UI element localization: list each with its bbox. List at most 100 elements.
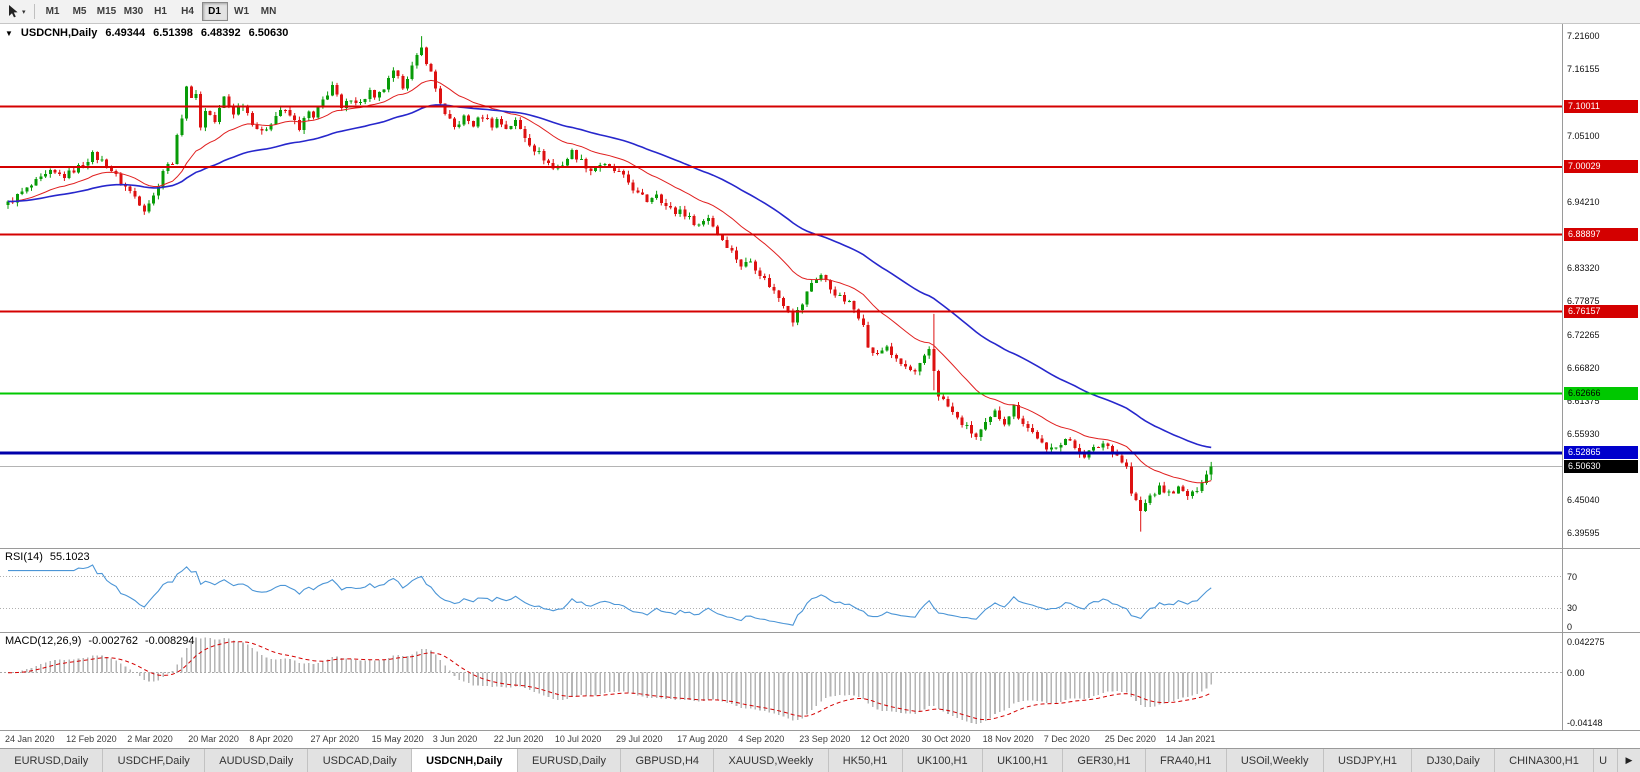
ohlc-low-value: 6.48392 bbox=[201, 27, 241, 39]
tab-u[interactable]: U bbox=[1594, 749, 1618, 772]
tab-usoil-weekly[interactable]: USOil,Weekly bbox=[1227, 749, 1324, 772]
macd-tick-label: 0.00 bbox=[1567, 668, 1585, 678]
tab-ger30-h1[interactable]: GER30,H1 bbox=[1063, 749, 1146, 772]
time-axis-label: 3 Jun 2020 bbox=[433, 734, 478, 744]
tab-uk100-h1[interactable]: UK100,H1 bbox=[903, 749, 983, 772]
price-tick-label: 6.83320 bbox=[1567, 263, 1600, 273]
price-tick-label: 7.21600 bbox=[1567, 31, 1600, 41]
tab-gbpusd-h4[interactable]: GBPUSD,H4 bbox=[621, 749, 714, 772]
chart-tabs: EURUSD,DailyUSDCHF,DailyAUDUSD,DailyUSDC… bbox=[0, 749, 1618, 772]
timeframe-h1[interactable]: H1 bbox=[148, 2, 174, 21]
price-tick-label: 6.45040 bbox=[1567, 495, 1600, 505]
time-axis-label: 24 Jan 2020 bbox=[5, 734, 55, 744]
tab-dj30-daily[interactable]: DJ30,Daily bbox=[1412, 749, 1495, 772]
price-tick-label: 7.05100 bbox=[1567, 131, 1600, 141]
top-toolbar: ▾ M1M5M15M30H1H4D1W1MN bbox=[0, 0, 1640, 24]
price-tick-label: 6.72265 bbox=[1567, 330, 1600, 340]
macd-chart-canvas[interactable] bbox=[0, 633, 1562, 730]
time-axis-label: 30 Oct 2020 bbox=[922, 734, 971, 744]
time-axis-label: 2 Mar 2020 bbox=[127, 734, 173, 744]
macd-tick-label: 0.042275 bbox=[1567, 637, 1605, 647]
price-tick-label: 6.55930 bbox=[1567, 429, 1600, 439]
time-axis-label: 7 Dec 2020 bbox=[1044, 734, 1090, 744]
chart-tab-bar: EURUSD,DailyUSDCHF,DailyAUDUSD,DailyUSDC… bbox=[0, 748, 1640, 772]
price-tick-label: 6.94210 bbox=[1567, 197, 1600, 207]
collapse-caret-icon[interactable]: ▼ bbox=[5, 29, 13, 38]
macd-indicator-pane: 0.042275 0.00 -0.04148 MACD(12,26,9) -0.00… bbox=[0, 633, 1640, 731]
tab-usdcnh-daily[interactable]: USDCNH,Daily bbox=[412, 749, 518, 772]
price-line-badge[interactable]: 6.50630 bbox=[1564, 460, 1638, 473]
timeframe-m15[interactable]: M15 bbox=[94, 2, 120, 21]
macd-name-label: MACD(12,26,9) bbox=[5, 635, 81, 647]
rsi-name-label: RSI(14) bbox=[5, 551, 43, 563]
rsi-current-value: 55.1023 bbox=[50, 551, 90, 563]
timeframe-h4[interactable]: H4 bbox=[175, 2, 201, 21]
trading-platform-window: ▾ M1M5M15M30H1H4D1W1MN 7.216007.161557.0… bbox=[0, 0, 1640, 772]
price-line-badge[interactable]: 6.62666 bbox=[1564, 387, 1638, 400]
tab-xauusd-weekly[interactable]: XAUUSD,Weekly bbox=[714, 749, 828, 772]
time-axis-label: 12 Oct 2020 bbox=[860, 734, 909, 744]
price-chart-canvas[interactable] bbox=[0, 24, 1562, 548]
price-line-badge[interactable]: 6.76157 bbox=[1564, 305, 1638, 318]
tab-china300-h1[interactable]: CHINA300,H1 bbox=[1495, 749, 1594, 772]
rsi-tick-label: 30 bbox=[1567, 603, 1577, 613]
time-axis-label: 25 Dec 2020 bbox=[1105, 734, 1156, 744]
price-tick-label: 6.66820 bbox=[1567, 363, 1600, 373]
tab-fra40-h1[interactable]: FRA40,H1 bbox=[1146, 749, 1227, 772]
time-axis-label: 18 Nov 2020 bbox=[983, 734, 1034, 744]
tab-audusd-daily[interactable]: AUDUSD,Daily bbox=[205, 749, 308, 772]
rsi-indicator-pane: 70 30 0 RSI(14) 55.1023 bbox=[0, 549, 1640, 633]
tab-eurusd-daily[interactable]: EURUSD,Daily bbox=[518, 749, 621, 772]
time-axis-label: 23 Sep 2020 bbox=[799, 734, 850, 744]
time-axis-label: 29 Jul 2020 bbox=[616, 734, 663, 744]
time-axis-label: 4 Sep 2020 bbox=[738, 734, 784, 744]
ohlc-open-value: 6.49344 bbox=[105, 27, 145, 39]
macd-tick-label: -0.04148 bbox=[1567, 718, 1603, 728]
toolbar-dropdown-caret-icon[interactable]: ▾ bbox=[22, 8, 26, 16]
time-axis-label: 20 Mar 2020 bbox=[188, 734, 239, 744]
tab-uk100-h1[interactable]: UK100,H1 bbox=[983, 749, 1063, 772]
price-line-badge[interactable]: 6.52865 bbox=[1564, 446, 1638, 459]
time-axis-label: 17 Aug 2020 bbox=[677, 734, 728, 744]
tab-usdjpy-h1[interactable]: USDJPY,H1 bbox=[1324, 749, 1413, 772]
tab-eurusd-daily[interactable]: EURUSD,Daily bbox=[0, 749, 103, 772]
tab-usdchf-daily[interactable]: USDCHF,Daily bbox=[103, 749, 205, 772]
tab-hk50-h1[interactable]: HK50,H1 bbox=[829, 749, 903, 772]
price-line-badge[interactable]: 7.10011 bbox=[1564, 100, 1638, 113]
macd-title: MACD(12,26,9) -0.002762 -0.008294 bbox=[5, 635, 195, 647]
timeframe-m30[interactable]: M30 bbox=[121, 2, 147, 21]
timeframe-mn[interactable]: MN bbox=[256, 2, 282, 21]
time-axis-label: 10 Jul 2020 bbox=[555, 734, 602, 744]
rsi-tick-label: 0 bbox=[1567, 622, 1572, 632]
time-axis-label: 27 Apr 2020 bbox=[311, 734, 360, 744]
main-chart-pane: 7.216007.161557.051006.942106.833206.778… bbox=[0, 24, 1640, 549]
tab-scroll-right-icon[interactable]: ▶ bbox=[1618, 749, 1640, 772]
rsi-tick-label: 70 bbox=[1567, 572, 1577, 582]
time-axis[interactable]: 24 Jan 2020 12 Feb 2020 2 Mar 2020 20 Mar 2… bbox=[0, 731, 1640, 748]
tab-usdcad-daily[interactable]: USDCAD,Daily bbox=[308, 749, 411, 772]
ohlc-close-value: 6.50630 bbox=[249, 27, 289, 39]
timeframe-w1[interactable]: W1 bbox=[229, 2, 255, 21]
timeframe-d1[interactable]: D1 bbox=[202, 2, 228, 21]
time-axis-label: 14 Jan 2021 bbox=[1166, 734, 1216, 744]
macd-signal-value: -0.008294 bbox=[145, 635, 195, 647]
timeframe-m1[interactable]: M1 bbox=[40, 2, 66, 21]
macd-scale[interactable]: 0.042275 0.00 -0.04148 bbox=[1562, 633, 1640, 730]
rsi-scale[interactable]: 70 30 0 bbox=[1562, 549, 1640, 632]
toolbar-separator bbox=[34, 4, 35, 19]
time-axis-label: 22 Jun 2020 bbox=[494, 734, 544, 744]
time-axis-label: 15 May 2020 bbox=[372, 734, 424, 744]
price-line-badge[interactable]: 7.00029 bbox=[1564, 160, 1638, 173]
price-scale[interactable]: 7.216007.161557.051006.942106.833206.778… bbox=[1562, 24, 1640, 548]
ohlc-high-value: 6.51398 bbox=[153, 27, 193, 39]
chart-symbol-label: USDCNH,Daily bbox=[21, 27, 97, 39]
time-axis-label: 12 Feb 2020 bbox=[66, 734, 117, 744]
time-axis-label: 8 Apr 2020 bbox=[249, 734, 293, 744]
rsi-title: RSI(14) 55.1023 bbox=[5, 551, 90, 563]
rsi-chart-canvas[interactable] bbox=[0, 549, 1562, 632]
price-tick-label: 6.39595 bbox=[1567, 528, 1600, 538]
chart-cursor-icon[interactable] bbox=[4, 3, 22, 21]
timeframe-m5[interactable]: M5 bbox=[67, 2, 93, 21]
price-line-badge[interactable]: 6.88897 bbox=[1564, 228, 1638, 241]
chart-title: ▼ USDCNH,Daily 6.49344 6.51398 6.48392 6… bbox=[5, 27, 288, 39]
